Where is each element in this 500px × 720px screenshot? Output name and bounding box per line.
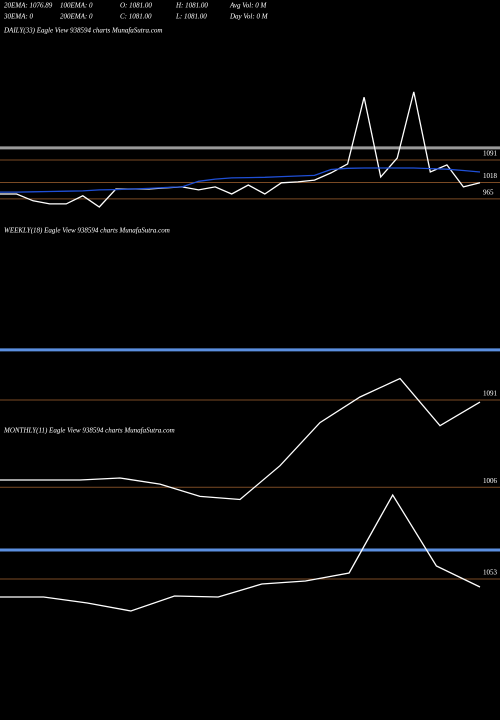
header-stat: Avg Vol: 0 M [229, 2, 268, 10]
panel-title: DAILY(33) Eagle View 938594 charts Munaf… [3, 27, 162, 35]
header-stat: 30EMA: 0 [3, 13, 33, 21]
panel-title: MONTHLY(11) Eagle View 938594 charts Mun… [3, 427, 175, 435]
header-stat: H: 1081.00 [175, 2, 208, 10]
price-line [0, 493, 481, 612]
header-stat: 200EMA: 0 [60, 13, 93, 21]
panel-title: WEEKLY(18) Eagle View 938594 charts Muna… [4, 227, 170, 235]
header-stat: 100EMA: 0 [60, 2, 93, 10]
y-tick-label: 1006 [483, 477, 498, 485]
price-line [0, 377, 481, 501]
header-stat: 20EMA: 1076.89 [4, 2, 53, 10]
price-line [0, 167, 481, 193]
y-tick-label: 965 [483, 189, 494, 197]
header-stat: Day Vol: 0 M [229, 13, 269, 21]
header-stat: O: 1081.00 [120, 2, 152, 10]
y-tick-label: 1091 [483, 390, 498, 398]
y-tick-label: 1091 [483, 150, 498, 158]
header-stat: C: 1081.00 [120, 13, 152, 21]
price-line [0, 91, 481, 208]
header-stat: L: 1081.00 [175, 13, 207, 21]
y-tick-label: 1053 [483, 569, 498, 577]
y-tick-label: 1018 [483, 172, 498, 180]
